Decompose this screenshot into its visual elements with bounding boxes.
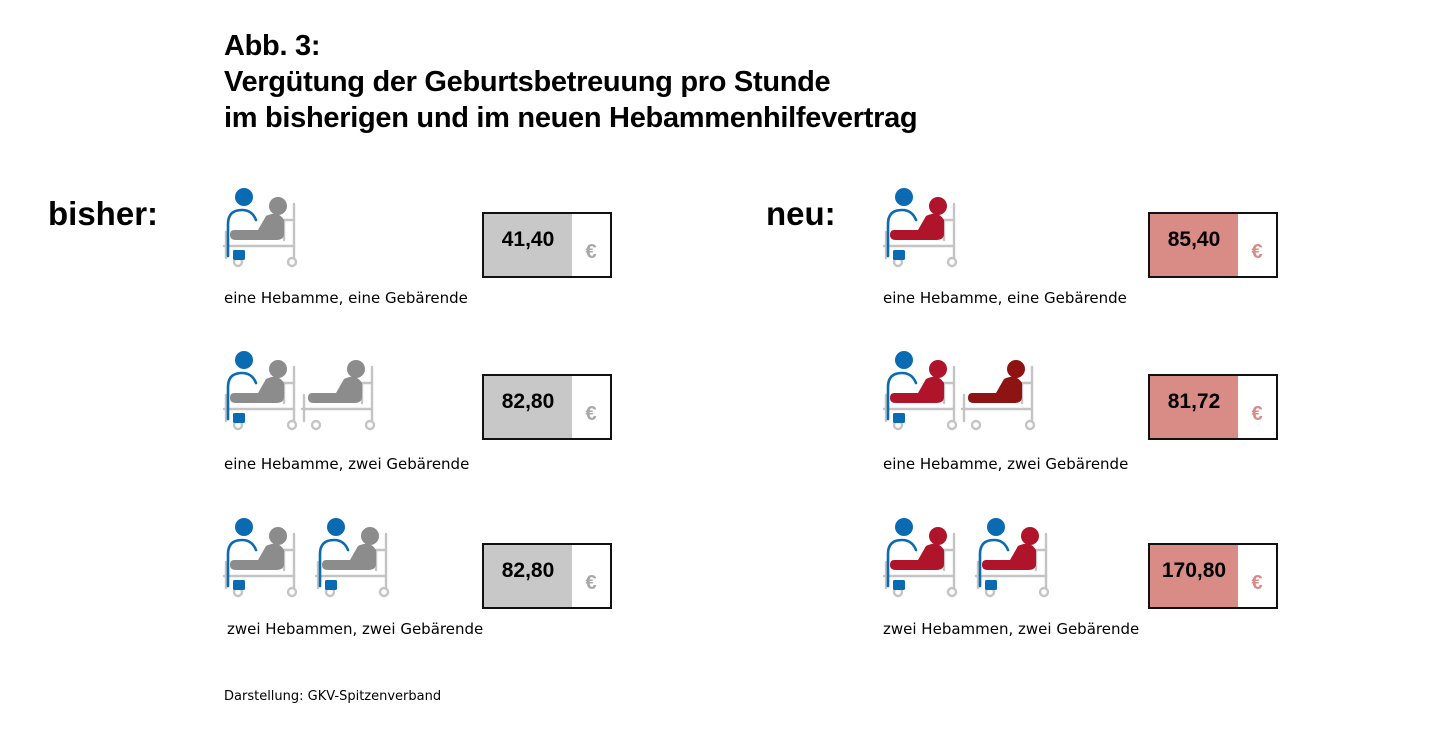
patient-icon — [230, 527, 287, 570]
chart-title: Abb. 3: Vergütung der Geburtsbetreuung p… — [224, 28, 918, 136]
patient-icon — [968, 360, 1025, 403]
group-label-neu: neu: — [766, 195, 836, 232]
bed-icon — [882, 365, 958, 431]
rate-box-new-2: 81,72 € — [1148, 374, 1278, 440]
euro-icon: € — [1251, 403, 1263, 425]
patient-icon — [322, 527, 379, 570]
group-label-bisher: bisher: — [48, 195, 159, 232]
rate-box-new-3: 170,80 € — [1148, 543, 1278, 609]
patient-icon — [890, 197, 947, 240]
rate-box-old-3: 82,80 € — [482, 543, 612, 609]
scene-new-1midwife-2patients-icon — [882, 351, 1036, 431]
midwife-icon — [886, 188, 918, 260]
caption-old-3: zwei Hebammen, zwei Gebärende — [227, 620, 484, 638]
euro-icon: € — [585, 241, 597, 263]
patient-icon — [890, 360, 947, 403]
euro-icon: € — [1251, 241, 1263, 263]
caption-new-3: zwei Hebammen, zwei Gebärende — [883, 620, 1140, 638]
caption-new-1: eine Hebamme, eine Gebärende — [883, 289, 1127, 307]
rate-box-old-2: 82,80 € — [482, 374, 612, 440]
midwife-icon — [978, 518, 1010, 590]
bed-icon — [882, 532, 958, 598]
rate-box-old-1: 41,40 € — [482, 212, 612, 278]
rate-value: 82,80 — [484, 545, 572, 607]
midwife-icon — [226, 188, 258, 260]
rate-box-new-1: 85,40 € — [1148, 212, 1278, 278]
bed-icon — [314, 532, 390, 598]
bed-icon — [222, 532, 298, 598]
scene-old-2midwives-2patients-icon — [222, 518, 390, 598]
title-line-2: Vergütung der Geburtsbetreuung pro Stund… — [224, 66, 831, 98]
scene-new-2midwives-2patients-icon — [882, 518, 1050, 598]
scene-old-1midwife-2patients-icon — [222, 351, 376, 431]
scene-new-1midwife-1patient-icon — [882, 188, 958, 268]
patient-icon — [308, 360, 365, 403]
midwife-icon — [886, 518, 918, 590]
midwife-icon — [226, 518, 258, 590]
patient-icon — [982, 527, 1039, 570]
euro-icon: € — [1251, 572, 1263, 594]
source-note: Darstellung: GKV-Spitzenverband — [224, 689, 442, 704]
rate-value: 81,72 — [1150, 376, 1238, 438]
midwife-icon — [886, 351, 918, 423]
rate-value: 41,40 — [484, 214, 572, 276]
patient-icon — [230, 360, 287, 403]
midwife-icon — [318, 518, 350, 590]
rate-value: 82,80 — [484, 376, 572, 438]
patient-icon — [230, 197, 287, 240]
title-line-3: im bisherigen und im neuen Hebammenhilfe… — [224, 102, 918, 134]
patient-icon — [890, 527, 947, 570]
caption-new-2: eine Hebamme, zwei Gebärende — [883, 455, 1129, 473]
caption-old-1: eine Hebamme, eine Gebärende — [224, 289, 468, 307]
scene-old-1midwife-1patient-icon — [222, 188, 298, 268]
euro-icon: € — [585, 403, 597, 425]
caption-old-2: eine Hebamme, zwei Gebärende — [224, 455, 470, 473]
rate-value: 85,40 — [1150, 214, 1238, 276]
rate-value: 170,80 — [1150, 545, 1238, 607]
euro-icon: € — [585, 572, 597, 594]
title-line-1: Abb. 3: — [224, 30, 321, 62]
midwife-icon — [226, 351, 258, 423]
